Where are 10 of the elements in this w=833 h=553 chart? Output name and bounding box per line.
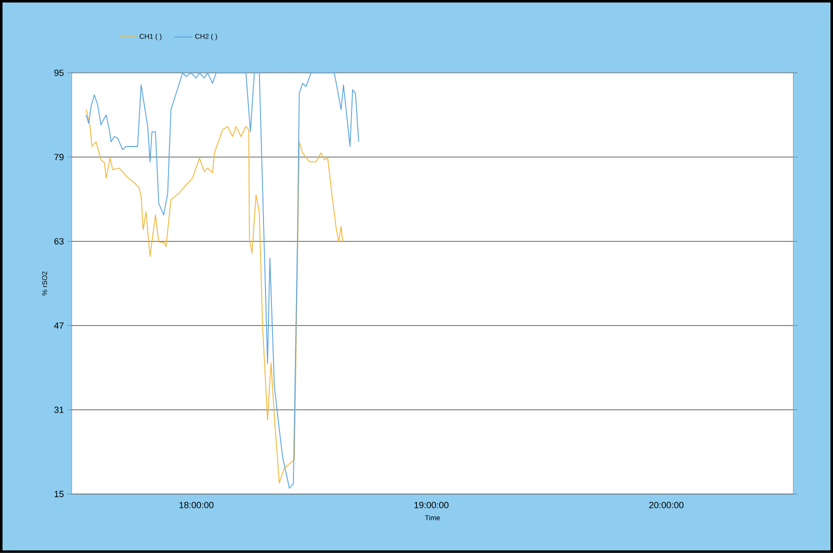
y-tick-label: 47 (54, 322, 64, 329)
x-tick-label: 19:00:00 (414, 502, 449, 508)
y-tick-label: 63 (54, 238, 64, 245)
y-tick-label: 31 (54, 406, 64, 414)
y-tick-label: 95 (54, 70, 64, 76)
line-series (86, 109, 344, 484)
y-tick-label: 79 (54, 154, 64, 160)
x-tick-label: 20:00:00 (649, 502, 684, 508)
y-tick-label: 15 (54, 490, 64, 498)
x-tick-label: 18:00:00 (180, 502, 214, 508)
